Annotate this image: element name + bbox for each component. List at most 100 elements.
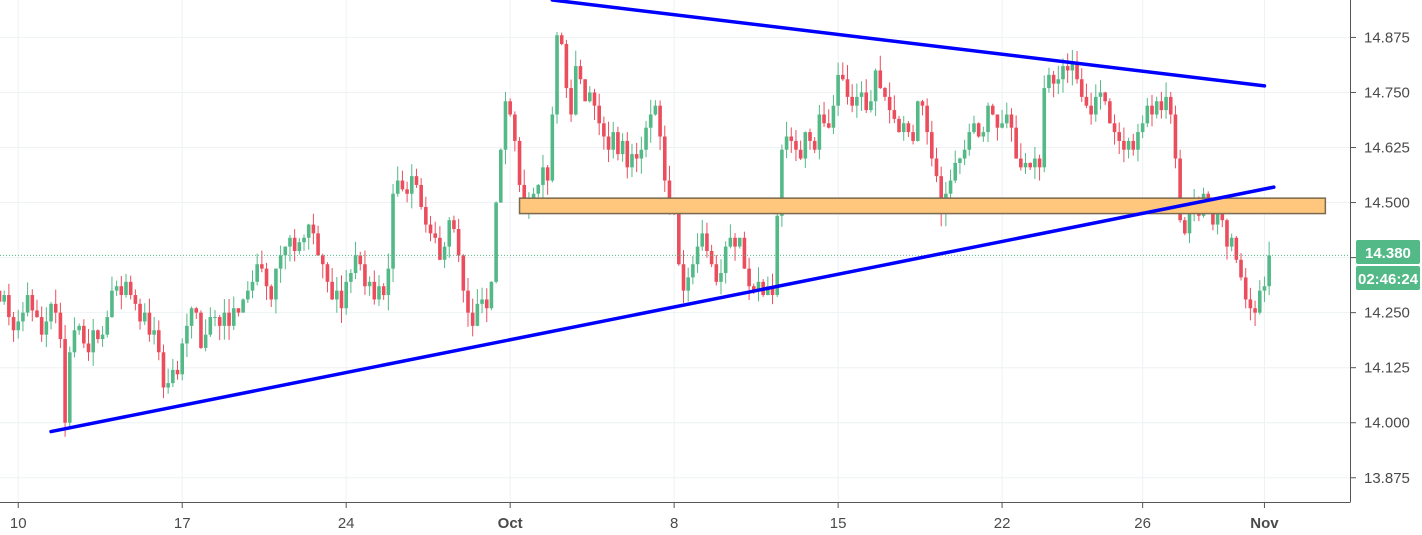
candle-body xyxy=(972,123,976,133)
candle-body xyxy=(1122,140,1126,150)
candle-body xyxy=(901,123,906,133)
candle-body xyxy=(883,88,887,97)
candle-body xyxy=(381,286,386,296)
candle-body xyxy=(1239,259,1243,278)
candle-body xyxy=(625,140,630,168)
candle-body xyxy=(681,264,686,291)
candle-body xyxy=(203,334,208,348)
candle-body xyxy=(742,237,747,269)
candle-body xyxy=(175,369,180,375)
candle-body xyxy=(1028,162,1032,168)
candle-body xyxy=(1084,96,1089,106)
candle-body xyxy=(569,88,573,115)
candle-body xyxy=(1187,211,1192,234)
last-price-label: 14.380 xyxy=(1365,245,1411,262)
x-tick-label: 26 xyxy=(1134,515,1151,532)
candle-body xyxy=(592,92,597,106)
candle-body xyxy=(864,92,869,111)
candle-body xyxy=(1047,74,1051,89)
candle-body xyxy=(152,330,156,335)
candle-body xyxy=(260,264,264,269)
candle-body xyxy=(1126,140,1131,150)
candle-body xyxy=(44,321,49,335)
candle-body xyxy=(677,211,681,265)
y-tick-label: 14.750 xyxy=(1364,84,1410,101)
candle-body xyxy=(114,286,119,291)
candle-body xyxy=(1262,286,1267,291)
candle-body xyxy=(250,281,255,291)
candle-body xyxy=(611,132,616,150)
candle-body xyxy=(25,295,30,313)
time-scale[interactable]: 10 17 24 Oct 8 15 22 26 Nov xyxy=(10,502,1279,532)
candle-body xyxy=(1004,114,1009,124)
candle-body xyxy=(63,339,67,423)
candle-body xyxy=(400,180,405,190)
support-trendline[interactable] xyxy=(49,185,1276,434)
support-resistance-zone[interactable] xyxy=(518,197,1327,215)
candle-body xyxy=(826,123,831,128)
candle-body xyxy=(967,132,972,150)
candle-body xyxy=(353,255,358,274)
candle-body xyxy=(119,286,124,296)
candle-body xyxy=(1248,299,1253,309)
candle-body xyxy=(691,264,695,278)
candle-body xyxy=(728,237,733,247)
candle-body xyxy=(695,246,700,265)
y-tick-label: 14.625 xyxy=(1364,140,1410,157)
candle-body xyxy=(513,114,517,141)
candle-body xyxy=(751,286,756,291)
candle-body xyxy=(915,101,920,141)
candle-body xyxy=(667,180,672,203)
price-badges: 14.380 02:46:24 xyxy=(1356,240,1420,290)
candle-body xyxy=(1257,290,1262,313)
candle-body xyxy=(142,312,147,322)
candle-body xyxy=(156,330,161,353)
candle-body xyxy=(620,140,625,155)
candle-body xyxy=(1145,105,1150,124)
candle-body xyxy=(1234,237,1239,260)
candle-body xyxy=(1150,105,1154,115)
y-tick-label: 14.000 xyxy=(1364,415,1410,432)
candle-body xyxy=(424,206,428,225)
candle-body xyxy=(405,189,409,194)
candle-body xyxy=(733,237,737,247)
candle-body xyxy=(1075,61,1079,80)
candle-body xyxy=(958,158,962,163)
x-tick-label: Oct xyxy=(498,515,523,532)
candle-body xyxy=(559,35,564,45)
candle-body xyxy=(227,312,231,326)
candle-body xyxy=(21,312,25,322)
x-tick-label: 8 xyxy=(670,515,678,532)
candle-body xyxy=(311,224,316,234)
candle-body xyxy=(1168,96,1173,115)
candle-body xyxy=(208,317,213,335)
y-tick-label: 14.500 xyxy=(1364,195,1410,212)
candle-body xyxy=(1164,96,1168,111)
x-tick-label: 24 xyxy=(338,515,355,532)
candle-body xyxy=(1033,158,1037,168)
candle-body xyxy=(30,295,35,311)
candle-body xyxy=(7,295,11,318)
candle-body xyxy=(442,246,447,260)
candle-body xyxy=(953,162,958,181)
candle-body xyxy=(58,312,63,340)
candle-body xyxy=(976,123,981,137)
candle-body xyxy=(578,66,583,80)
candle-body xyxy=(653,105,658,115)
candle-body xyxy=(836,74,840,106)
candle-body xyxy=(780,149,784,216)
candle-body xyxy=(49,303,53,322)
candle-body xyxy=(1253,308,1257,313)
candle-body xyxy=(1103,92,1107,102)
candle-body xyxy=(1225,220,1229,247)
candle-body xyxy=(1070,61,1075,71)
candle-body xyxy=(194,308,199,313)
candle-body xyxy=(35,310,39,318)
candle-body xyxy=(1093,96,1098,115)
resistance-trendline[interactable] xyxy=(550,0,1267,88)
candle-body xyxy=(812,140,817,150)
candle-body xyxy=(1136,132,1140,150)
candle-body xyxy=(588,92,592,102)
